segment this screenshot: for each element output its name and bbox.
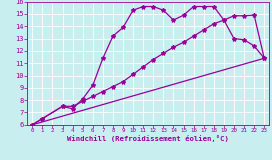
X-axis label: Windchill (Refroidissement éolien,°C): Windchill (Refroidissement éolien,°C) xyxy=(67,135,229,142)
